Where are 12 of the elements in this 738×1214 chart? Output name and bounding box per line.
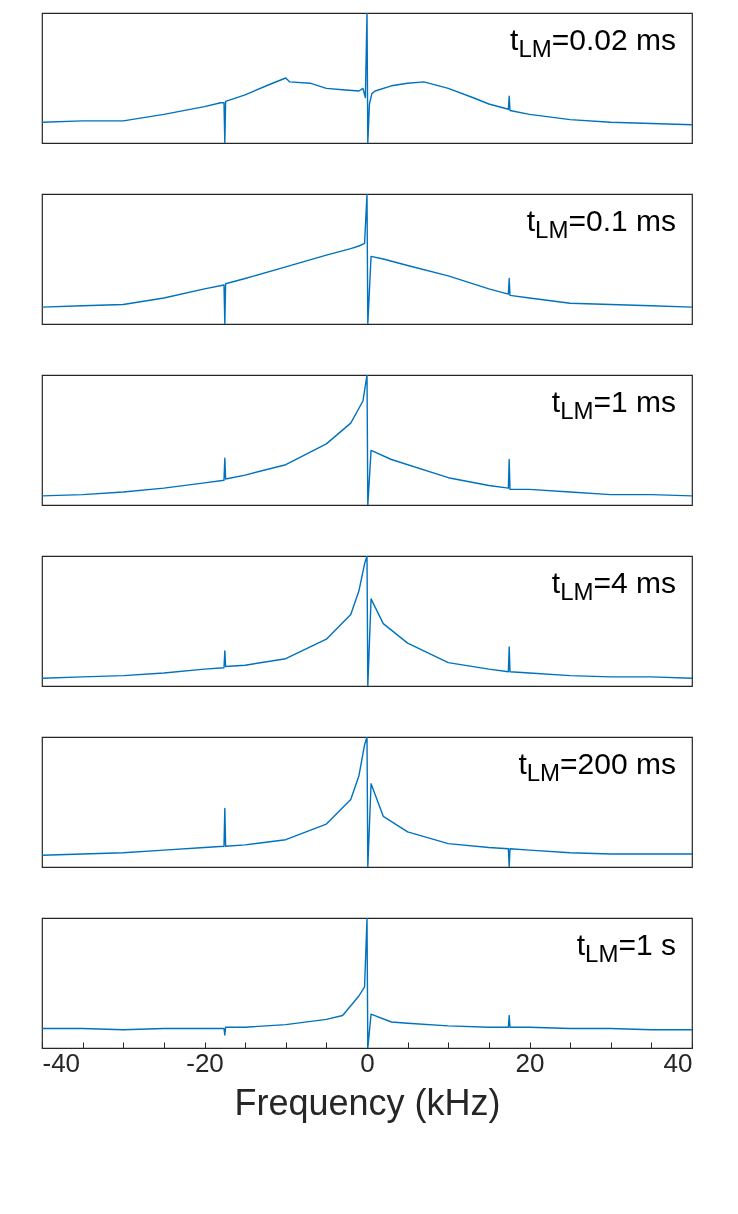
x-tick-label: 0: [360, 1047, 375, 1078]
x-tick-label: -40: [42, 1047, 81, 1078]
x-tick-label: 40: [663, 1047, 693, 1078]
x-tick-label: -20: [186, 1047, 224, 1078]
annotation: t$_{LM}$=1 ms: [551, 385, 676, 425]
x-tick-label: 20: [515, 1047, 545, 1078]
annotation: t$_{LM}$=0.02 ms: [510, 23, 676, 63]
annotation: t$_{LM}$=1 s: [576, 928, 676, 968]
annotation: t$_{LM}$=4 ms: [551, 566, 676, 606]
annotation: t$_{LM}$=200 ms: [518, 747, 676, 787]
x-axis-title: Frequency (kHz): [234, 1081, 501, 1123]
annotation: t$_{LM}$=0.1 ms: [526, 204, 676, 244]
